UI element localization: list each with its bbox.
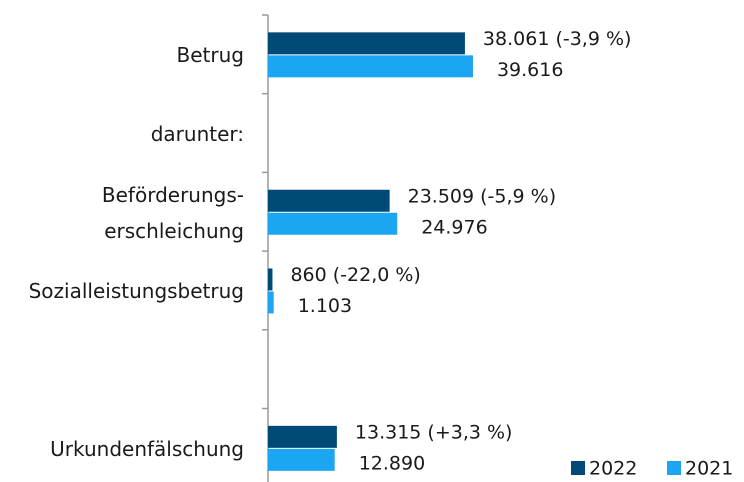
category-label: darunter: [150,122,244,147]
category-label: Urkundenfälschung [50,436,244,461]
value-label: 12.890 [359,452,425,474]
bar [268,448,335,471]
value-label: 1.103 [298,295,352,317]
legend-label: 2021 [685,458,733,480]
bar [268,189,390,212]
value-label: 13.315 (+3,3 %) [355,421,513,443]
value-label: 38.061 (-3,9 %) [483,28,632,50]
value-label: 39.616 [497,59,563,81]
legend-label: 2022 [589,458,637,480]
category-label: Betrug [176,43,244,68]
category-label: Beförderungs- erschleichung [101,182,244,243]
legend-swatch [667,461,681,475]
bar [268,55,473,78]
bar [268,291,274,314]
bar [268,425,337,448]
bar [268,212,398,235]
bar [268,268,273,291]
value-label: 23.509 (-5,9 %) [408,185,557,207]
legend-swatch [571,461,585,475]
value-label: 860 (-22,0 %) [290,264,420,286]
bar [268,32,465,55]
value-label: 24.976 [421,216,487,238]
category-label: Sozialleistungsbetrug [28,279,244,304]
